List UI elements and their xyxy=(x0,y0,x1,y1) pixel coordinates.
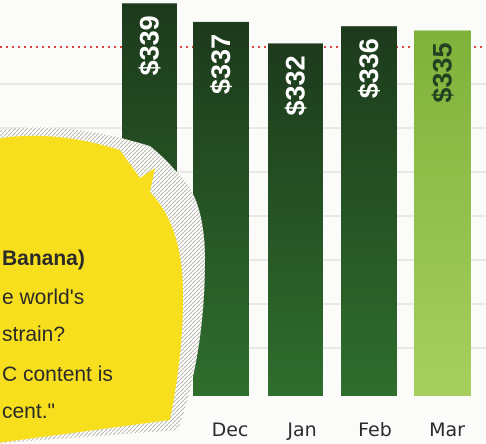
bar-data-label: $332 xyxy=(281,55,311,115)
callout-line: strain? xyxy=(2,323,65,346)
bar-data-label: $335 xyxy=(428,43,458,103)
callout-bubble: Banana) e world's strain? C content is cent.… xyxy=(0,127,205,444)
x-tick-label: Dec xyxy=(212,419,249,441)
bars: $339 $337 $332 $336 $335 xyxy=(122,3,471,397)
callout-line: Banana) xyxy=(2,247,85,270)
x-tick-label: Jan xyxy=(286,419,316,441)
bar-data-label: $336 xyxy=(354,38,384,98)
bar xyxy=(268,43,323,397)
callout-line: e world's xyxy=(2,286,84,309)
x-tick-label: Mar xyxy=(429,419,465,441)
bar xyxy=(341,26,397,396)
bar xyxy=(414,30,471,396)
callout-bubble-shape xyxy=(0,135,184,443)
callout-line: C content is xyxy=(2,363,113,386)
bar-data-label: $339 xyxy=(135,15,165,75)
bar xyxy=(193,21,249,397)
x-tick-label: Feb xyxy=(358,419,392,441)
x-tick-labels: Dec Jan Feb Mar xyxy=(212,419,465,441)
callout-text: Banana) e world's strain? C content is cent.… xyxy=(2,247,113,423)
bar-data-label: $337 xyxy=(206,34,236,94)
callout-line: cent." xyxy=(2,400,55,423)
